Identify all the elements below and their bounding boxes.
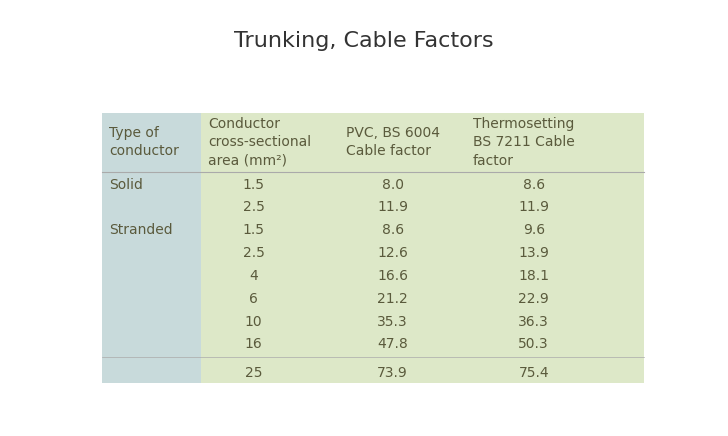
Text: 8.6: 8.6 xyxy=(523,177,545,191)
FancyBboxPatch shape xyxy=(201,113,644,383)
Text: 35.3: 35.3 xyxy=(377,314,408,329)
Text: 13.9: 13.9 xyxy=(518,246,549,260)
Text: 47.8: 47.8 xyxy=(377,337,408,351)
Text: 36.3: 36.3 xyxy=(518,314,549,329)
Text: 16.6: 16.6 xyxy=(377,269,408,283)
Text: 18.1: 18.1 xyxy=(518,269,549,283)
Text: 73.9: 73.9 xyxy=(377,366,408,380)
Text: Type of
conductor: Type of conductor xyxy=(109,126,179,158)
FancyBboxPatch shape xyxy=(102,113,201,383)
Text: 2.5: 2.5 xyxy=(242,201,264,215)
Text: 11.9: 11.9 xyxy=(518,201,549,215)
Text: 2.5: 2.5 xyxy=(242,246,264,260)
Text: Conductor
cross-sectional
area (mm²): Conductor cross-sectional area (mm²) xyxy=(207,117,311,167)
Text: 4: 4 xyxy=(249,269,258,283)
Text: 25: 25 xyxy=(245,366,262,380)
Text: 8.0: 8.0 xyxy=(381,177,403,191)
Text: 75.4: 75.4 xyxy=(518,366,549,380)
Text: 6: 6 xyxy=(249,292,258,306)
Text: Stranded: Stranded xyxy=(109,223,173,237)
Text: 21.2: 21.2 xyxy=(377,292,408,306)
Text: 50.3: 50.3 xyxy=(518,337,549,351)
Text: 1.5: 1.5 xyxy=(242,177,264,191)
Text: 8.6: 8.6 xyxy=(381,223,403,237)
Text: PVC, BS 6004
Cable factor: PVC, BS 6004 Cable factor xyxy=(346,126,440,158)
Text: 10: 10 xyxy=(245,314,262,329)
Text: Trunking, Cable Factors: Trunking, Cable Factors xyxy=(234,31,494,51)
Text: Thermosetting
BS 7211 Cable
factor: Thermosetting BS 7211 Cable factor xyxy=(473,117,574,167)
Text: 22.9: 22.9 xyxy=(518,292,549,306)
Text: 9.6: 9.6 xyxy=(523,223,545,237)
Text: Solid: Solid xyxy=(109,177,143,191)
Text: 11.9: 11.9 xyxy=(377,201,408,215)
Text: 16: 16 xyxy=(245,337,262,351)
Text: 1.5: 1.5 xyxy=(242,223,264,237)
Text: 12.6: 12.6 xyxy=(377,246,408,260)
